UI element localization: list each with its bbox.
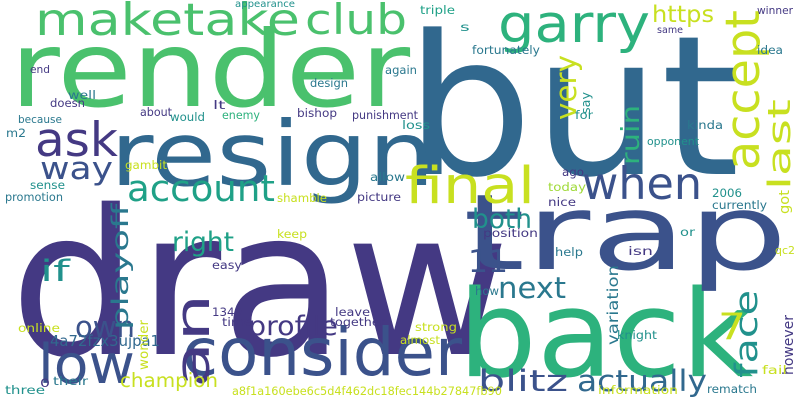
word-leave: leave [335,304,371,319]
word-m2: m2 [6,125,26,140]
word-would: would [170,109,205,124]
word-trap: trap [463,171,788,294]
word-shamble: shamble [277,190,327,205]
word-triple: triple [420,2,455,17]
word-garry: garry [498,0,650,55]
word-kinda: kinda [687,117,724,132]
word-7: 7 [718,305,746,349]
word-promotion: promotion [5,190,63,204]
word-position: position [483,225,538,240]
word-champion: champion [120,369,219,393]
word-loss: loss [402,117,431,132]
word-currently: currently [712,197,768,212]
word-keep: keep [277,226,308,241]
word-about: about [140,105,173,119]
word-lt: lt [213,97,226,112]
word-again: again [385,62,417,77]
word-when: when [582,158,703,210]
word-ruin: ruin [616,104,645,165]
word-but: but [405,0,740,221]
word-wonder: wonder [137,319,152,370]
word-opponent: opponent [647,135,699,149]
word-0: 0 [40,375,50,390]
word-together: together [330,314,385,329]
word-doesn: doesn [50,95,85,110]
word-2006: 2006 [712,185,742,200]
word-consider: consider [182,313,462,391]
word-sense: sense [30,177,65,192]
word-final: final [405,155,535,215]
word-render: render [10,8,411,131]
word-next: next [498,271,566,306]
word-for: for [575,107,593,122]
word-information: information [598,382,678,397]
word-playoff: playoff [108,203,134,330]
word-s: s [460,19,470,34]
word-got: got [776,190,793,214]
word-time: time [222,314,253,329]
word-both: both [472,203,532,235]
word-last: last [762,99,798,190]
word-club: club [305,0,407,44]
word-today: today [548,179,587,194]
word-or: or [680,224,695,239]
word-gambit: gambit [125,157,167,172]
word-almost: almost [400,332,440,347]
word-easy: easy [212,257,242,272]
word-well: well [68,87,96,102]
word-profile: profile [248,312,338,343]
word-how: how [475,283,500,298]
word-because: because [18,114,63,127]
word-https: https [652,2,714,29]
word-1349: 1349 [212,304,242,319]
word-winner: winner [757,5,793,18]
word-4a72fzx3ujpa1: 4a72fzx3ujpa1 [50,332,160,350]
word-design: design [310,75,349,90]
word-way: way [40,151,114,188]
word-low: low [38,331,135,396]
word-resign: resign [110,102,436,207]
word-own: own [75,309,135,344]
word-strong: strong [415,319,457,334]
word-blitz: blitz [478,364,569,399]
word-bishop: bishop [297,105,337,120]
word-back: back [458,265,754,400]
word-if: if [40,254,70,289]
word-maketake: maketake [35,0,300,46]
word-knight: knight [617,327,657,342]
word-three: three [5,382,45,397]
word-ask: ask [35,112,118,168]
word-nice: nice [548,194,577,209]
word-11: 11 [468,243,508,280]
word-isn: isn [628,243,654,258]
word-their: their [53,373,89,388]
word-ago: ago [562,164,584,179]
word-draw: draw [10,167,510,400]
word-appearance: appearance [235,0,296,11]
word-fail: fail [762,362,787,377]
word-picture: picture [357,189,401,204]
word-qc2: qc2 [775,244,795,257]
word-end: end [30,64,51,77]
word-fortunately: fortunately [472,42,540,57]
word-a8f1a160ebe6c5d4f462dc18fec144b27847fb90: a8f1a160ebe6c5d4f462dc18fec144b27847fb90 [232,384,502,398]
word-rematch: rematch [707,381,758,396]
word-idea: idea [757,42,783,57]
word-punishment: punishment [352,108,419,122]
word-online: online [18,320,60,335]
word-same: same [657,24,684,36]
word-enemy: enemy [222,108,260,122]
word-allow: allow [370,169,406,184]
word-account: account [127,167,275,211]
word-accept: accept [716,10,771,171]
word-actually: actually [577,364,707,399]
word-help: help [555,244,583,259]
word-right: right [172,226,235,258]
